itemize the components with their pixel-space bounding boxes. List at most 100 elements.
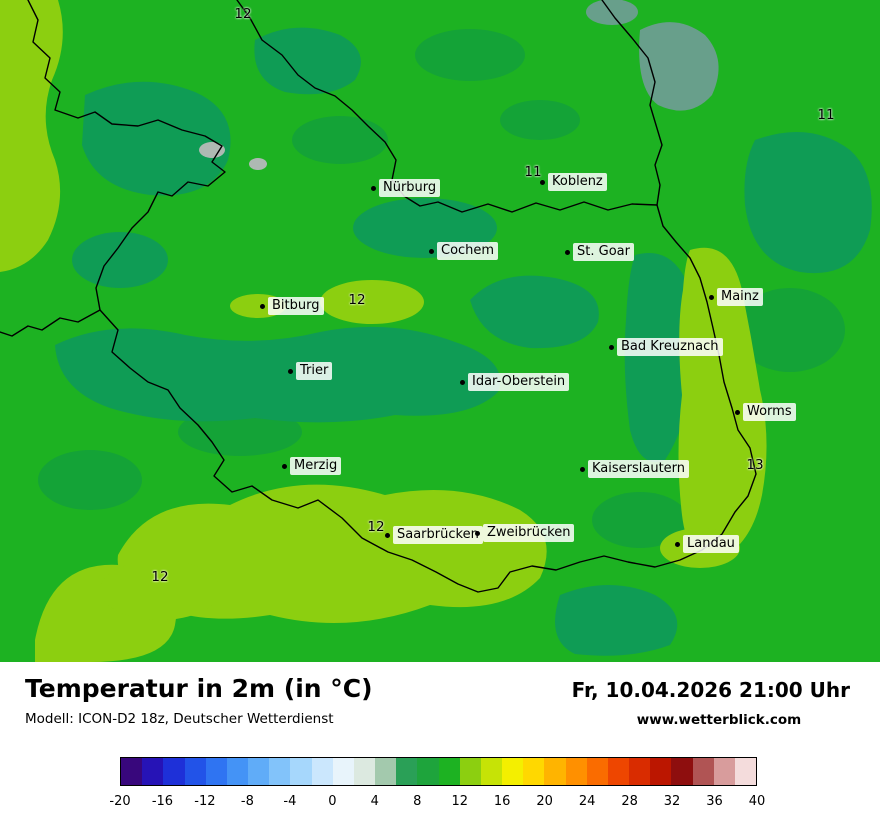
city-dot-icon bbox=[609, 344, 614, 350]
city-dot-icon bbox=[540, 179, 545, 185]
colorbar-cell bbox=[734, 758, 757, 785]
map-shade-gray bbox=[586, 0, 719, 111]
city-label: Nürburg bbox=[379, 179, 441, 197]
city-marker-landau: Landau bbox=[675, 535, 739, 553]
city-marker-st-goar: St. Goar bbox=[565, 243, 634, 261]
map-shade-dark bbox=[55, 27, 872, 656]
colorbar-cell bbox=[121, 758, 143, 785]
colorbar-cell bbox=[353, 758, 376, 785]
colorbar-tick: 24 bbox=[578, 794, 596, 809]
colorbar-tick: -16 bbox=[151, 794, 174, 809]
city-marker-trier: Trier bbox=[288, 362, 333, 380]
colorbar-cell bbox=[375, 758, 397, 785]
colorbar-cell bbox=[692, 758, 714, 785]
city-marker-saarbr-cken: Saarbrücken bbox=[385, 526, 483, 544]
city-dot-icon bbox=[371, 185, 376, 191]
city-label: Idar-Oberstein bbox=[468, 373, 570, 391]
colorbar-tick: 8 bbox=[413, 794, 422, 809]
map-overlay-layer: Nürburg Koblenz Cochem St. Goar Bitburg Mainz… bbox=[151, 6, 834, 585]
colorbar-cell bbox=[417, 758, 439, 785]
temperature-value-label: 11 bbox=[524, 164, 542, 180]
city-label: Merzig bbox=[290, 457, 342, 475]
temperature-colorbar bbox=[120, 757, 757, 786]
colorbar-cell bbox=[205, 758, 227, 785]
city-marker-koblenz: Koblenz bbox=[540, 173, 607, 191]
city-dot-icon bbox=[282, 463, 287, 469]
colorbar-tick: 32 bbox=[663, 794, 681, 809]
colorbar-cell bbox=[607, 758, 630, 785]
city-dot-icon bbox=[288, 368, 293, 374]
colorbar-cell bbox=[502, 758, 524, 785]
colorbar-cell bbox=[311, 758, 333, 785]
map-area: Nürburg Koblenz Cochem St. Goar Bitburg Mainz… bbox=[0, 0, 880, 662]
city-label: St. Goar bbox=[573, 243, 634, 261]
city-label: Mainz bbox=[717, 288, 763, 306]
colorbar-cell bbox=[438, 758, 460, 785]
city-label: Trier bbox=[296, 362, 333, 380]
city-label: Worms bbox=[743, 403, 796, 421]
city-label: Koblenz bbox=[548, 173, 607, 191]
city-dot-icon bbox=[675, 541, 680, 547]
colorbar-tick: 16 bbox=[493, 794, 511, 809]
colorbar-cell bbox=[671, 758, 693, 785]
city-marker-kaiserslautern: Kaiserslautern bbox=[580, 460, 690, 478]
city-dot-icon bbox=[460, 379, 465, 385]
colorbar-cell bbox=[142, 758, 164, 785]
colorbar-tick-row: -20 -16 -12 -8 -4 0 4 8 12 16 20 24 28 32 36 40 bbox=[109, 794, 765, 810]
map-shade-gray-small bbox=[199, 142, 267, 170]
city-marker-idar-oberstein: Idar-Oberstein bbox=[460, 373, 570, 391]
city-marker-worms: Worms bbox=[735, 403, 796, 421]
colorbar-cell bbox=[544, 758, 566, 785]
colorbar-tick: 4 bbox=[370, 794, 379, 809]
forecast-datetime: Fr, 10.04.2026 21:00 Uhr bbox=[571, 678, 850, 702]
footer: Temperatur in 2m (in °C) Fr, 10.04.2026 … bbox=[0, 662, 880, 830]
city-marker-bad-kreuznach: Bad Kreuznach bbox=[609, 338, 723, 356]
colorbar-tick: 28 bbox=[621, 794, 638, 809]
temperature-value-label: 12 bbox=[348, 292, 366, 308]
city-dot-icon bbox=[735, 409, 740, 415]
city-marker-mainz: Mainz bbox=[709, 288, 763, 306]
city-label: Kaiserslautern bbox=[588, 460, 690, 478]
colorbar-cell bbox=[248, 758, 270, 785]
city-marker-n-rburg: Nürburg bbox=[371, 179, 441, 197]
city-label: Zweibrücken bbox=[483, 524, 575, 542]
website-credit: www.wetterblick.com bbox=[636, 712, 802, 728]
temperature-value-label: 12 bbox=[234, 6, 252, 22]
city-dot-icon bbox=[260, 303, 265, 309]
colorbar-cell bbox=[650, 758, 672, 785]
colorbar-cell bbox=[332, 758, 354, 785]
colorbar-cell bbox=[523, 758, 545, 785]
colorbar-tick: 12 bbox=[451, 794, 468, 809]
city-label: Saarbrücken bbox=[393, 526, 483, 544]
colorbar-tick: 20 bbox=[536, 794, 553, 809]
model-info: Modell: ICON-D2 18z, Deutscher Wetterdie… bbox=[25, 711, 334, 727]
colorbar-cell bbox=[586, 758, 608, 785]
city-dot-icon bbox=[709, 294, 714, 300]
city-dot-icon bbox=[580, 466, 585, 472]
city-label: Bad Kreuznach bbox=[617, 338, 723, 356]
colorbar-cell bbox=[290, 758, 312, 785]
colorbar-cell bbox=[269, 758, 291, 785]
colorbar-tick: -12 bbox=[194, 794, 216, 809]
city-marker-cochem: Cochem bbox=[429, 242, 499, 260]
colorbar-cell bbox=[226, 758, 249, 785]
temperature-value-label: 13 bbox=[746, 457, 764, 473]
city-label: Cochem bbox=[437, 242, 499, 260]
colorbar-cell bbox=[629, 758, 651, 785]
colorbar-tick: -8 bbox=[240, 794, 254, 809]
colorbar-cell bbox=[459, 758, 481, 785]
colorbar-tick: -20 bbox=[109, 794, 131, 809]
city-dot-icon bbox=[565, 249, 570, 255]
colorbar-tick: 0 bbox=[328, 794, 337, 809]
colorbar-cell bbox=[480, 758, 503, 785]
city-label: Bitburg bbox=[268, 297, 324, 315]
city-dot-icon bbox=[429, 248, 434, 254]
colorbar-tick: 40 bbox=[748, 794, 766, 809]
city-dot-icon bbox=[385, 532, 390, 538]
colorbar-tick: -4 bbox=[283, 794, 297, 809]
temperature-value-label: 12 bbox=[151, 569, 169, 585]
colorbar-cell bbox=[184, 758, 206, 785]
colorbar-cell bbox=[163, 758, 185, 785]
colorbar-cell bbox=[396, 758, 418, 785]
